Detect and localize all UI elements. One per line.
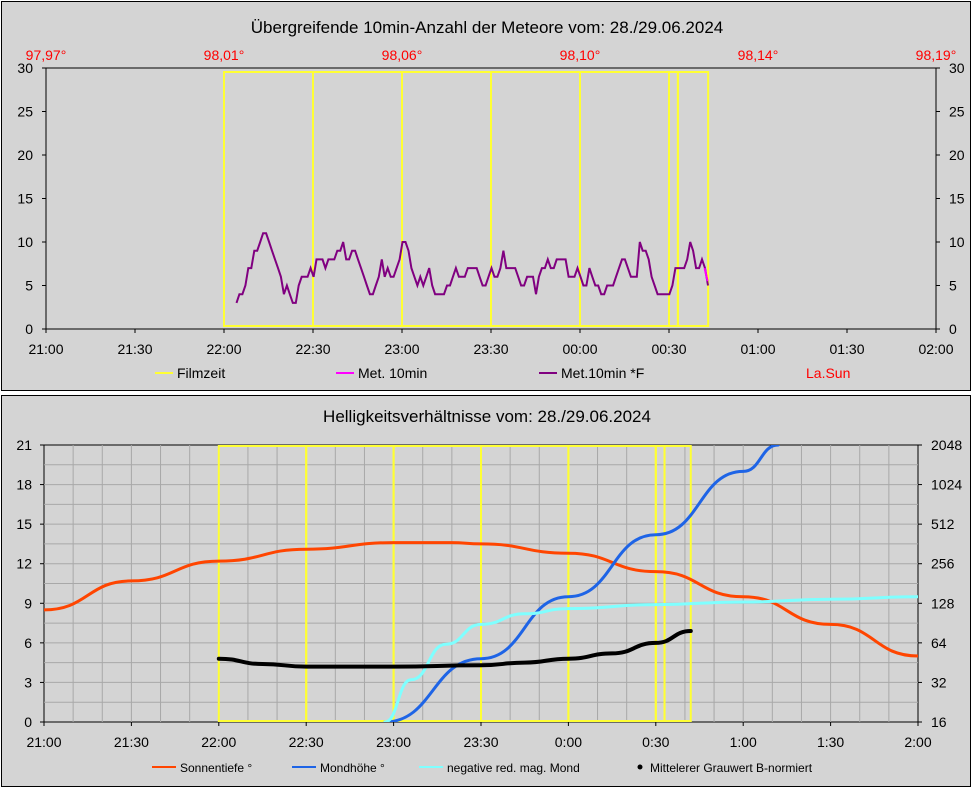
top-axis-label: 98,14° bbox=[738, 47, 779, 63]
y-tick-label: 30 bbox=[17, 60, 33, 76]
y2-tick-label: 30 bbox=[949, 60, 965, 76]
legend-label: La.Sun bbox=[806, 365, 850, 381]
film-time-boxes bbox=[217, 445, 692, 722]
y-tick-label: 15 bbox=[17, 191, 33, 207]
x-tick-label: 02:00 bbox=[918, 341, 953, 357]
y-tick-label: 10 bbox=[17, 234, 33, 250]
legend-label: Met. 10min bbox=[358, 365, 427, 381]
legend-label: Mittelerer Grauwert B-normiert bbox=[650, 761, 813, 775]
legend-label: negative red. mag. Mond bbox=[447, 761, 580, 775]
y2-tick-label: 64 bbox=[931, 635, 947, 651]
x-tick-label: 0:30 bbox=[642, 734, 669, 750]
brightness-chart-panel: Helligkeitsverhältnisse vom: 28./29.06.2… bbox=[1, 395, 971, 787]
x-tick-label: 0:00 bbox=[555, 734, 582, 750]
y-tick-label: 6 bbox=[24, 635, 32, 651]
top-axis-label: 97,97° bbox=[26, 47, 67, 63]
x-tick-label: 23:00 bbox=[376, 734, 411, 750]
x-tick-label: 1:30 bbox=[817, 734, 844, 750]
legend-label: Filmzeit bbox=[177, 365, 225, 381]
legend-label: Sonnentiefe ° bbox=[180, 761, 252, 775]
x-tick-label: 22:00 bbox=[201, 734, 236, 750]
meteor-count-chart: Übergreifende 10min-Anzahl der Meteore v… bbox=[17, 18, 964, 381]
series-line-negative-red-mag-mond bbox=[383, 595, 918, 722]
y2-tick-label: 25 bbox=[949, 104, 965, 120]
legend-swatch bbox=[637, 764, 643, 770]
y2-tick-label: 256 bbox=[931, 556, 955, 572]
y2-tick-label: 128 bbox=[931, 595, 955, 611]
x-tick-label: 00:30 bbox=[651, 341, 686, 357]
y2-tick-label: 1024 bbox=[931, 477, 962, 493]
y-tick-label: 18 bbox=[16, 477, 32, 493]
series-lines bbox=[235, 232, 709, 304]
series-line-met-10min-f bbox=[235, 232, 709, 304]
y-tick-label: 21 bbox=[16, 437, 32, 453]
x-tick-label: 01:00 bbox=[740, 341, 775, 357]
y2-tick-label: 0 bbox=[949, 321, 957, 337]
x-tick-label: 1:00 bbox=[730, 734, 757, 750]
y-tick-label: 15 bbox=[16, 516, 32, 532]
axis-ticks: 21:00 21:30 22:00 22:30 23:00 23:30 0:00 0:30 1:… bbox=[16, 437, 962, 750]
legend: Sonnentiefe ° Mondhöhe ° negative red. mag… bbox=[152, 761, 813, 775]
top-axis-label: 98,06° bbox=[382, 47, 423, 63]
x-tick-label: 21:00 bbox=[26, 734, 61, 750]
y-tick-label: 0 bbox=[24, 714, 32, 730]
chart-title: Übergreifende 10min-Anzahl der Meteore v… bbox=[251, 18, 724, 37]
y2-tick-label: 16 bbox=[931, 714, 947, 730]
x-tick-label: 22:30 bbox=[289, 734, 324, 750]
meteor-count-chart-panel: Übergreifende 10min-Anzahl der Meteore v… bbox=[1, 1, 971, 391]
y-tick-label: 0 bbox=[25, 321, 33, 337]
y-tick-label: 12 bbox=[16, 556, 32, 572]
legend: Filmzeit Met. 10min Met.10min *F La.Sun bbox=[155, 365, 850, 381]
y-tick-label: 9 bbox=[24, 595, 32, 611]
film-time-boxes bbox=[223, 71, 710, 327]
y2-tick-label: 15 bbox=[949, 191, 965, 207]
x-tick-label: 00:00 bbox=[562, 341, 597, 357]
legend-label: Met.10min *F bbox=[561, 365, 644, 381]
brightness-chart: Helligkeitsverhältnisse vom: 28./29.06.2… bbox=[16, 407, 962, 775]
x-tick-label: 22:30 bbox=[295, 341, 330, 357]
x-tick-label: 21:00 bbox=[28, 341, 63, 357]
y2-tick-label: 10 bbox=[949, 234, 965, 250]
axis-ticks: 21:00 21:30 22:00 22:30 23:00 23:30 00:00 00:30… bbox=[17, 47, 964, 357]
series-line-met-10min bbox=[703, 267, 709, 282]
x-tick-label: 22:00 bbox=[206, 341, 241, 357]
x-tick-label: 23:30 bbox=[473, 341, 508, 357]
x-tick-label: 01:30 bbox=[829, 341, 864, 357]
y2-tick-label: 20 bbox=[949, 147, 965, 163]
y2-tick-label: 512 bbox=[931, 516, 955, 532]
top-axis-label: 98,19° bbox=[916, 47, 957, 63]
x-tick-label: 21:30 bbox=[114, 734, 149, 750]
x-tick-label: 23:30 bbox=[463, 734, 498, 750]
y-tick-label: 3 bbox=[24, 674, 32, 690]
chart-title: Helligkeitsverhältnisse vom: 28./29.06.2… bbox=[323, 407, 651, 426]
y2-tick-label: 5 bbox=[949, 278, 957, 294]
y2-tick-label: 32 bbox=[931, 674, 947, 690]
film-segment-box bbox=[663, 445, 692, 722]
y-tick-label: 25 bbox=[17, 104, 33, 120]
x-tick-label: 2:00 bbox=[904, 734, 931, 750]
x-tick-label: 21:30 bbox=[117, 341, 152, 357]
film-segment-box bbox=[676, 71, 710, 327]
series-lines bbox=[44, 445, 918, 722]
top-axis-label: 98,01° bbox=[204, 47, 245, 63]
x-tick-label: 23:00 bbox=[384, 341, 419, 357]
y2-tick-label: 2048 bbox=[931, 437, 962, 453]
y-tick-label: 5 bbox=[25, 278, 33, 294]
y-tick-label: 20 bbox=[17, 147, 33, 163]
series-line-mittelerer-grauwert-b-normiert bbox=[216, 629, 693, 669]
legend-label: Mondhöhe ° bbox=[320, 761, 385, 775]
top-axis-label: 98,10° bbox=[560, 47, 601, 63]
